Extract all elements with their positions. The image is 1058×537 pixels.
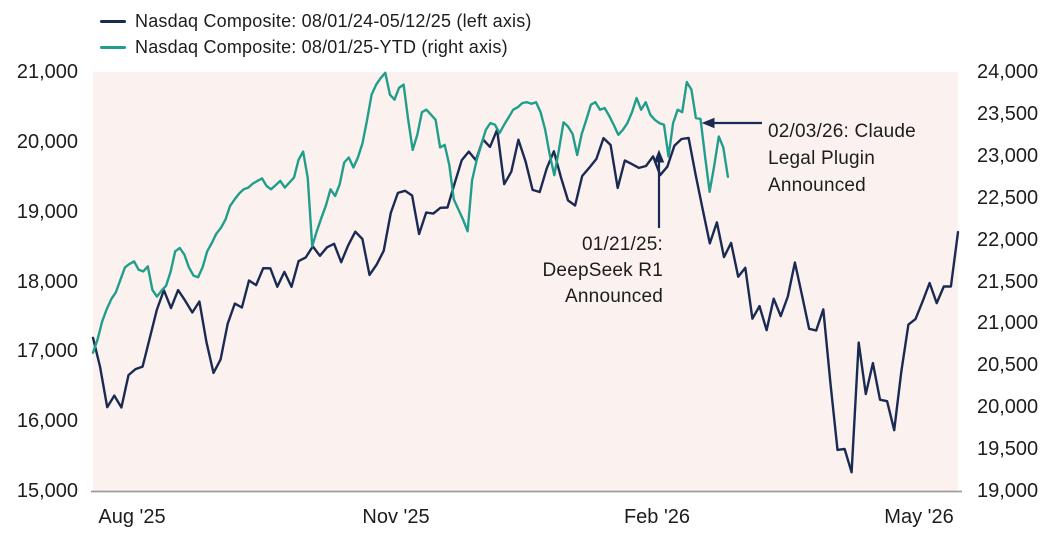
axis-tick-label: Nov '25 <box>362 506 430 528</box>
axis-tick-label: 19,500 <box>977 438 1039 461</box>
axis-tick-label: 17,000 <box>16 340 78 363</box>
axis-tick-label: 23,000 <box>977 144 1039 167</box>
axis-tick-label: 24,000 <box>977 61 1039 83</box>
annotation-claude-line-3: Announced <box>768 175 866 196</box>
axis-tick-label: 21,000 <box>16 61 78 83</box>
annotation-claude-line-1: 02/03/26: Claude <box>768 121 916 142</box>
legend-line-swatch-teal <box>100 45 126 49</box>
legend: Nasdaq Composite: 08/01/24-05/12/25 (lef… <box>100 8 532 60</box>
axis-tick-label: May '26 <box>884 506 954 528</box>
annotation-deepseek-line-1: 01/21/25: <box>581 234 663 255</box>
axis-tick-label: Feb '26 <box>623 506 691 528</box>
annotation-deepseek-line-3: Announced <box>565 286 663 307</box>
axis-tick-label: Aug '25 <box>98 506 166 528</box>
series-line-teal <box>91 71 730 354</box>
annotation-claude-line-2: Legal Plugin <box>768 148 875 169</box>
annotation-deepseek: 01/21/25: DeepSeek R1 Announced <box>433 232 663 310</box>
claude-annotation-arrow <box>701 117 762 129</box>
series-line-navy <box>91 128 960 474</box>
annotation-claude: 02/03/26: Claude Legal Plugin Announced <box>768 118 916 199</box>
annotation-deepseek-line-2: DeepSeek R1 <box>542 260 663 281</box>
axis-tick-label: 16,000 <box>16 410 78 433</box>
axis-tick-label: 19,000 <box>977 480 1039 502</box>
deepseek-annotation-arrow <box>653 149 665 228</box>
legend-line-swatch-navy <box>100 19 126 23</box>
axis-tick-label: 22,000 <box>977 228 1039 251</box>
axis-tick-label: 20,500 <box>977 354 1039 377</box>
legend-label-teal: Nasdaq Composite: 08/01/25-YTD (right ax… <box>135 36 508 57</box>
axis-tick-label: 18,000 <box>16 270 78 293</box>
axis-tick-label: 19,000 <box>16 200 78 223</box>
axis-tick-label: 21,000 <box>977 312 1039 335</box>
axis-tick-label: 20,000 <box>977 396 1039 419</box>
axis-tick-label: 15,000 <box>16 480 78 502</box>
legend-item-teal: Nasdaq Composite: 08/01/25-YTD (right ax… <box>100 34 532 60</box>
legend-label-navy: Nasdaq Composite: 08/01/24-05/12/25 (lef… <box>135 10 532 31</box>
axis-tick-label: 23,500 <box>977 102 1039 125</box>
plot-background <box>93 72 958 491</box>
legend-item-navy: Nasdaq Composite: 08/01/24-05/12/25 (lef… <box>100 8 532 34</box>
axis-tick-label: 20,000 <box>16 130 78 153</box>
axis-tick-label: 21,500 <box>977 270 1039 293</box>
axis-tick-label: 22,500 <box>977 186 1039 209</box>
